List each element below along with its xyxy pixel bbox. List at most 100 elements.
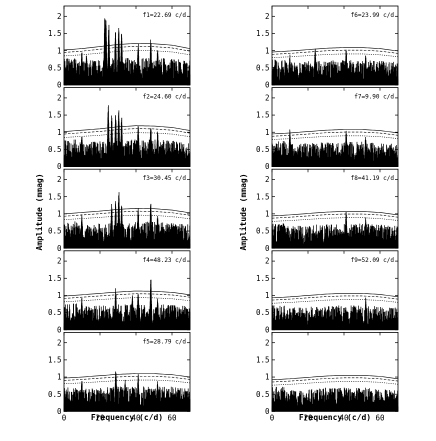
y-tick-label: 0 [265,325,270,334]
y-tick-label: 0.5 [256,308,270,317]
x-axis-title-right: Frequency (c/d) [299,413,371,422]
panel-frame [63,250,191,331]
noise-level-curve [271,53,399,58]
panel-frequency-label: f4=48.23 c/d [143,257,187,264]
spectrum-panel: 0 0.5 1 1.5 2 f5=28.79 c/d 0 20 40 60 [48,331,191,422]
spectrum-panel: 0 0.5 1 1.5 2 f6=23.99 c/d [256,5,399,90]
y-tick-label: 0.5 [48,227,62,236]
spectrum-panel: 0 0.5 1 1.5 2 f7=9.90 c/d [256,87,399,171]
y-tick-label: 1.5 [48,111,62,120]
y-tick-label: 1 [265,291,270,300]
panel-frame [63,331,191,412]
noise-level-curve [63,132,191,138]
spectrum-trace [63,192,191,249]
noise-level-curve [271,211,399,217]
x-tick-label: 40 [131,413,141,422]
panel-frequency-label: f7=9.90 c/d [354,94,394,101]
noise-level-curve [271,375,399,381]
y-tick-label: 0.5 [48,145,62,154]
spectrum-trace [63,371,191,412]
noise-level-curve [271,131,399,137]
y-tick-label: 0.5 [256,63,270,72]
panel-frame [63,168,191,249]
spectrum-panel: 0 0.5 1 1.5 2 f4=48.23 c/d [48,250,191,334]
panel-frequency-label: f2=24.60 c/d [143,94,187,101]
noise-level-curve [63,379,191,385]
spectrum-trace [63,18,191,85]
y-axis-title-right: Amplitude (mmag) [238,173,248,250]
noise-level-curve [271,299,399,304]
spectrum-panel: 0 0.5 1 1.5 2 f1=22.69 c/d [48,5,191,90]
y-tick-label: 0 [265,407,270,416]
y-tick-label: 1.5 [48,355,62,364]
noise-level-curve [271,295,399,301]
y-tick-label: 2 [265,94,270,103]
panel-frequency-label: f8=41.19 c/d [351,175,395,182]
panel-frame [63,5,191,86]
noise-level-curve [63,43,191,51]
noise-level-curve [63,46,191,53]
y-tick-label: 2 [265,338,270,347]
panels-layer: 0 0.5 1 1.5 2 f1=22.69 c/d 0 0.5 1 1.5 2 f2=24.60 c… [48,5,399,422]
y-tick-label: 1 [265,128,270,137]
panel-frequency-label: f1=22.69 c/d [143,12,187,19]
spectrum-trace [271,48,399,85]
spectrum-panel: 0 0.5 1 1.5 2 f2=24.60 c/d [48,87,191,171]
y-tick-label: 0 [57,162,62,171]
y-tick-label: 0 [57,325,62,334]
noise-level-curve [63,214,191,220]
y-tick-label: 1.5 [256,355,270,364]
x-axis-title-left: Frequency (c/d) [91,413,163,422]
y-tick-label: 1.5 [48,274,62,283]
y-tick-label: 1.5 [256,192,270,201]
y-tick-label: 1.5 [256,274,270,283]
y-tick-label: 0 [265,162,270,171]
noise-level-curve [63,208,191,215]
noise-level-curve [63,373,191,379]
spectrum-trace [271,386,399,412]
noise-level-curve [271,381,399,386]
y-tick-label: 0 [57,244,62,253]
spectrum-panel: 00.511.520 20 40 60 [256,331,399,422]
y-tick-label: 1.5 [48,29,62,38]
noise-level-curve [271,293,399,299]
y-tick-label: 1.5 [256,111,270,120]
noise-level-curve [63,293,191,299]
y-tick-label: 0 [57,407,62,416]
y-tick-label: 2 [57,12,62,21]
noise-level-curve [63,125,191,132]
noise-level-curve [271,135,399,140]
y-tick-label: 1 [265,46,270,55]
y-tick-label: 1 [57,128,62,137]
noise-level-curve [271,377,399,383]
y-tick-label: 0 [265,81,270,90]
spectrum-panel: 0 0.5 1 1.5 2 f8=41.19 c/d [256,168,399,253]
spectrum-trace [271,297,399,330]
noise-level-curve [63,210,191,217]
spectrum-panel: 0 0.5 1 1.5 2 f3=30.45 c/d [48,168,191,253]
panel-frame [271,87,399,167]
y-tick-label: 2 [57,175,62,184]
y-tick-label: 1 [57,373,62,382]
y-tick-label: 0.5 [256,145,270,154]
noise-level-curve [63,50,191,57]
spectrum-trace [63,279,191,330]
y-tick-label: 2 [57,338,62,347]
y-tick-label: 0.5 [48,390,62,399]
panel-frame [271,5,399,86]
panel-frame [63,87,191,167]
y-tick-label: 0.5 [48,63,62,72]
x-tick-label: 0 [62,413,67,422]
y-tick-label: 2 [57,94,62,103]
y-tick-label: 1 [57,209,62,218]
y-tick-label: 2 [265,12,270,21]
y-tick-label: 1 [265,373,270,382]
noise-level-curve [63,375,191,381]
spectrum-panel: 0 0.5 1 1.5 2 f9=52.09 c/d [256,250,399,334]
spectrum-trace [63,105,191,167]
y-tick-label: 0.5 [48,308,62,317]
y-tick-label: 0 [57,81,62,90]
panel-frequency-label: f5=28.79 c/d [143,338,187,345]
y-tick-label: 1.5 [256,29,270,38]
